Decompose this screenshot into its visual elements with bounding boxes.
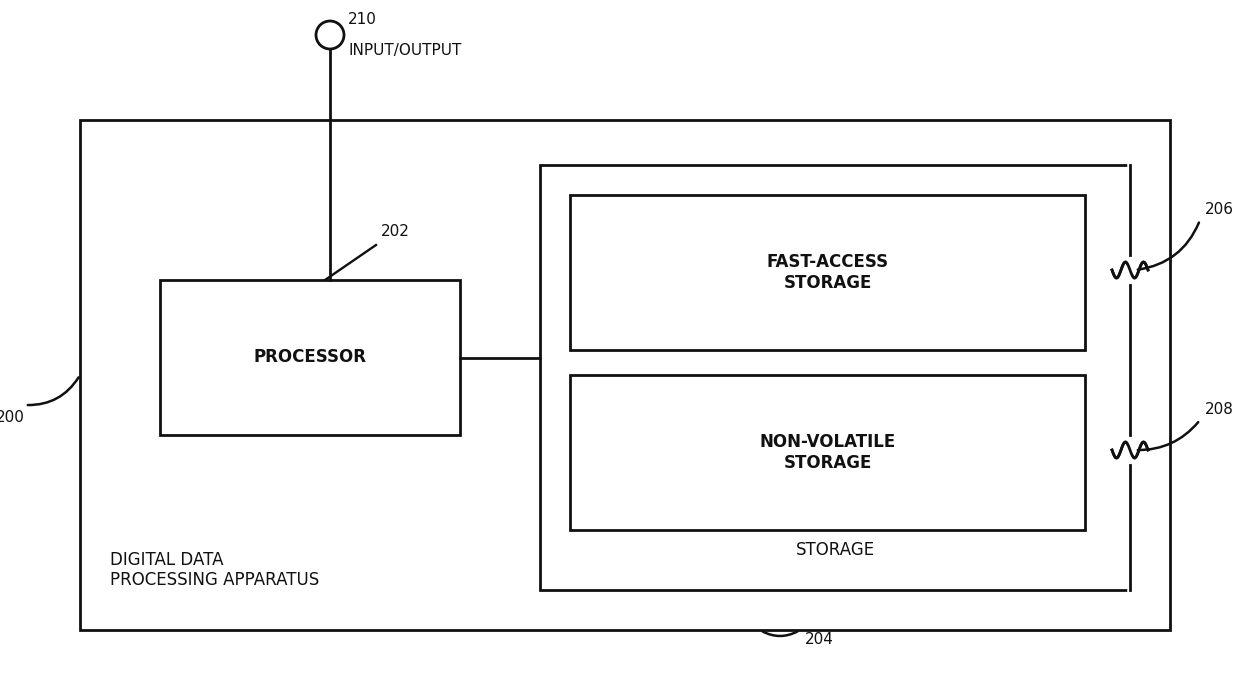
Text: NON-VOLATILE
STORAGE: NON-VOLATILE STORAGE [759, 433, 895, 472]
Bar [570, 375, 1085, 530]
Text: 210: 210 [348, 12, 377, 27]
Text: DIGITAL DATA
PROCESSING APPARATUS: DIGITAL DATA PROCESSING APPARATUS [110, 551, 319, 589]
Text: 204: 204 [805, 633, 833, 647]
Text: INPUT/OUTPUT: INPUT/OUTPUT [348, 43, 461, 58]
Bar [81, 120, 1171, 630]
Bar [539, 165, 1130, 590]
Text: STORAGE: STORAGE [795, 541, 874, 559]
Text: 202: 202 [381, 224, 410, 239]
Bar [570, 195, 1085, 350]
Text: 200: 200 [0, 409, 25, 424]
Text: PROCESSOR: PROCESSOR [253, 348, 367, 366]
Bar [160, 280, 460, 435]
Text: 208: 208 [1205, 402, 1234, 417]
Text: FAST-ACCESS
STORAGE: FAST-ACCESS STORAGE [766, 253, 889, 292]
Text: 206: 206 [1205, 202, 1234, 217]
